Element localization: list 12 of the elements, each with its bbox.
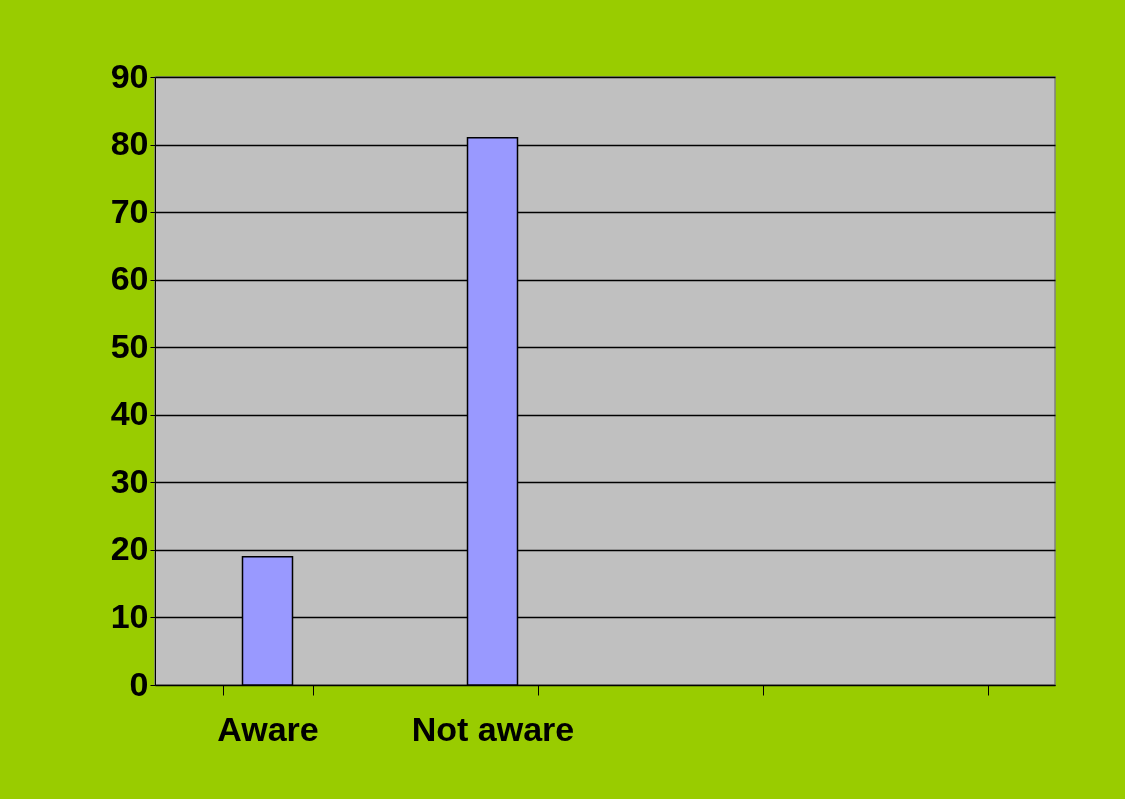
y-tick-label: 0 — [129, 664, 149, 703]
y-tick-label: 60 — [110, 259, 149, 298]
y-tick-label: 80 — [110, 124, 149, 163]
x-tick-label: Not aware — [411, 709, 575, 748]
y-tick-label: 50 — [110, 326, 149, 365]
y-tick-label: 20 — [110, 529, 149, 568]
y-tick-label: 90 — [110, 56, 149, 95]
y-tick-label: 40 — [110, 394, 149, 433]
y-tick-label: 70 — [110, 191, 149, 230]
x-tick-label: Aware — [217, 709, 319, 748]
y-tick-label: 30 — [110, 461, 149, 500]
y-tick-label: 10 — [110, 596, 149, 635]
